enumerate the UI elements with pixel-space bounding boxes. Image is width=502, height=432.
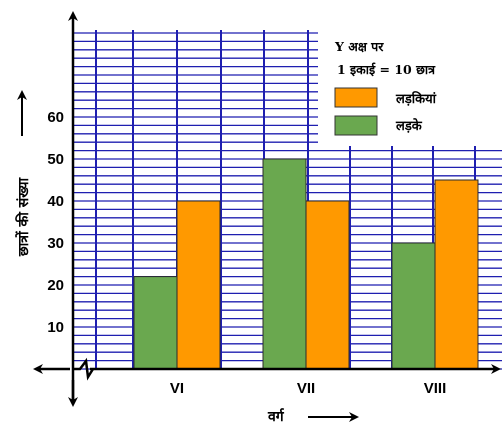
legend-swatch-girls [334, 87, 378, 108]
bar-girls-viii [434, 179, 479, 370]
y-tick-label: 60 [47, 109, 64, 126]
x-tick-labels: VI VII VIII [170, 380, 446, 397]
bar-boys-vi [133, 276, 178, 370]
bar-boys-vii [262, 158, 307, 370]
legend-label-girls: लड़कियां [395, 91, 437, 107]
legend: Y अक्ष पर 1 इकाई = 10 छात्र लड़कियां लड़… [318, 28, 502, 146]
legend-label-boys: लड़के [395, 118, 423, 134]
y-tick-label: 10 [47, 319, 64, 336]
y-tick-label: 40 [47, 193, 64, 210]
category-label: VIII [424, 380, 447, 397]
legend-note-line2: 1 इकाई = 10 छात्र [337, 62, 436, 77]
category-label: VII [297, 380, 315, 397]
bar-girls-vii [305, 200, 350, 370]
category-label: VI [170, 380, 184, 397]
bar-boys-viii [391, 242, 436, 370]
x-axis-title: वर्ग [267, 408, 285, 425]
bar-girls-vi [176, 200, 221, 370]
y-tick-label: 50 [47, 151, 64, 168]
y-tick-labels: 10 20 30 40 50 60 [47, 109, 64, 336]
bars-group [133, 158, 479, 370]
y-tick-label: 20 [47, 277, 64, 294]
axis-break-mark [73, 357, 95, 381]
y-tick-label: 30 [47, 235, 64, 252]
y-axis-title: छात्रों की संख्या [15, 176, 32, 257]
legend-swatch-boys [334, 115, 378, 136]
legend-note-line1: Y अक्ष पर [334, 39, 384, 54]
